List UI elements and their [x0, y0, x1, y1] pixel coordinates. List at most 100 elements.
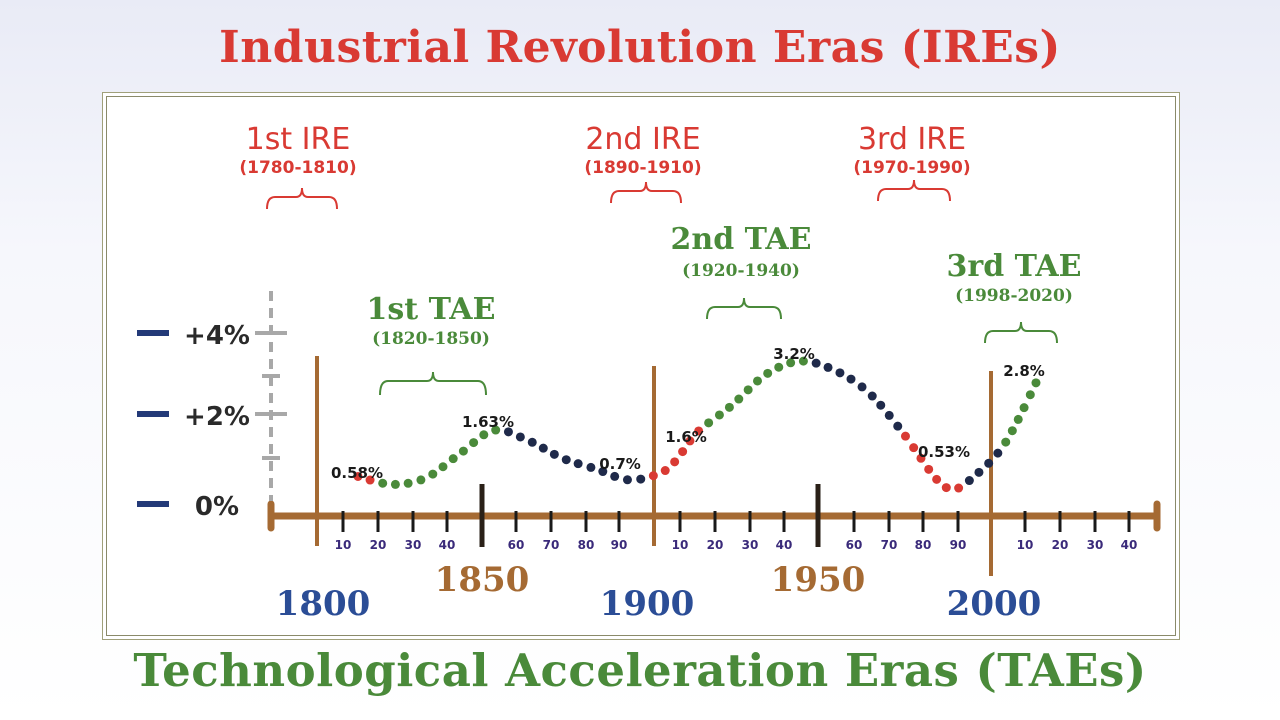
tae-brace [984, 321, 1058, 344]
curve-dot [448, 454, 458, 464]
curve-dot [954, 483, 964, 493]
curve-dot [916, 453, 926, 463]
curve-dot [636, 474, 646, 484]
half-century-year-label: 1850 [435, 560, 530, 600]
curve-dot [1025, 390, 1035, 400]
century-year-label: 1900 [600, 584, 695, 624]
curve-dot [724, 402, 734, 412]
decade-label: 10 [672, 538, 689, 552]
curve-dot [1013, 414, 1023, 424]
curve-dot [900, 431, 910, 441]
curve-dot [714, 410, 724, 420]
curve-dot [479, 430, 489, 440]
y-axis-label: +4% [184, 321, 250, 351]
ire-years-label: (1890-1910) [584, 158, 701, 178]
page-title: Industrial Revolution Eras (IREs) [219, 22, 1061, 73]
y-axis-label: +2% [184, 402, 250, 432]
decade-label: 80 [578, 538, 595, 552]
curve-dot [416, 475, 426, 485]
decade-label: 20 [370, 538, 387, 552]
curve-dot [538, 443, 548, 453]
curve-dot [857, 382, 867, 392]
decade-label: 70 [543, 538, 560, 552]
decade-label: 70 [881, 538, 898, 552]
decade-label: 30 [742, 538, 759, 552]
curve-dot [390, 479, 400, 489]
eras-timeline-diagram: 10 20 30 40 60 70 80 90 10 20 30 40 60 70 80 90 10 20 30 40… [137, 122, 1161, 624]
ire-name-label: 3rd IRE [858, 122, 966, 157]
curve-dot [846, 374, 856, 384]
curve-dot [561, 455, 571, 465]
curve-dot [835, 368, 845, 378]
decade-label: 30 [405, 538, 422, 552]
decade-label: 40 [1121, 538, 1138, 552]
curve-dot [491, 425, 501, 435]
curve-dot [458, 446, 468, 456]
curve-dot [932, 474, 942, 484]
tae-name-label: 2nd TAE [671, 222, 812, 257]
curve-dot [549, 449, 559, 459]
curve-dot [1031, 378, 1041, 388]
tae-years-label: (1998-2020) [955, 286, 1073, 306]
curve-dot [515, 432, 525, 442]
curve-dot [694, 426, 704, 436]
curve-dot [924, 464, 934, 474]
tae-name-label: 1st TAE [367, 292, 496, 327]
diagram-panel: 10 20 30 40 60 70 80 90 10 20 30 40 60 70 80 90 10 20 30 40… [106, 96, 1176, 636]
curve-dot [984, 458, 994, 468]
decade-label: 40 [439, 538, 456, 552]
decade-label: 10 [335, 538, 352, 552]
curve-dot [610, 471, 620, 481]
curve-dot [527, 437, 537, 447]
curve-dot [1007, 426, 1017, 436]
curve-dot [685, 436, 695, 446]
curve-dot [648, 471, 658, 481]
curve-dot [811, 358, 821, 368]
curve-dot [365, 475, 375, 485]
curve-dot [786, 358, 796, 368]
tae-brace [706, 297, 782, 320]
decade-label: 60 [846, 538, 863, 552]
curve-dot [660, 466, 670, 476]
decade-label: 20 [1052, 538, 1069, 552]
data-value-label: 1.6% [665, 428, 707, 446]
curve-dot [884, 410, 894, 420]
curve-dot [378, 478, 388, 488]
curve-dot [428, 469, 438, 479]
curve-dot [438, 462, 448, 472]
ire-years-label: (1970-1990) [853, 158, 970, 178]
curve-dot [353, 471, 363, 481]
curve-dot [678, 447, 688, 457]
curve-dot [798, 356, 808, 366]
curve-dot [753, 376, 762, 386]
curve-dot [503, 427, 513, 437]
decade-label: 80 [915, 538, 932, 552]
data-value-label: 2.8% [1003, 362, 1045, 380]
ire-name-label: 1st IRE [246, 122, 351, 157]
century-year-label: 1800 [276, 584, 371, 624]
curve-dot [586, 462, 596, 472]
decade-label: 10 [1017, 538, 1034, 552]
data-value-label: 1.63% [462, 413, 514, 431]
curve-dot [993, 448, 1003, 458]
curve-dot [964, 476, 974, 486]
ire-years-label: (1780-1810) [239, 158, 356, 178]
curve-dot [670, 457, 680, 467]
ire-brace [266, 187, 338, 210]
tae-years-label: (1820-1850) [372, 329, 490, 349]
decade-label: 90 [950, 538, 967, 552]
decade-label: 20 [707, 538, 724, 552]
curve-dot [941, 483, 951, 493]
data-value-label: 0.58% [331, 464, 383, 482]
curve-dot [909, 443, 919, 453]
decade-label: 60 [508, 538, 525, 552]
curve-dot [598, 467, 608, 477]
data-value-label: 3.2% [773, 345, 815, 363]
page-subtitle: Technological Acceleration Eras (TAEs) [133, 644, 1147, 697]
curve-dot [469, 438, 479, 448]
data-value-label: 0.7% [599, 455, 641, 473]
data-value-label: 0.53% [918, 443, 970, 461]
curve-dot [734, 394, 744, 404]
curve-dot [403, 478, 413, 488]
curve-dot [573, 459, 583, 469]
